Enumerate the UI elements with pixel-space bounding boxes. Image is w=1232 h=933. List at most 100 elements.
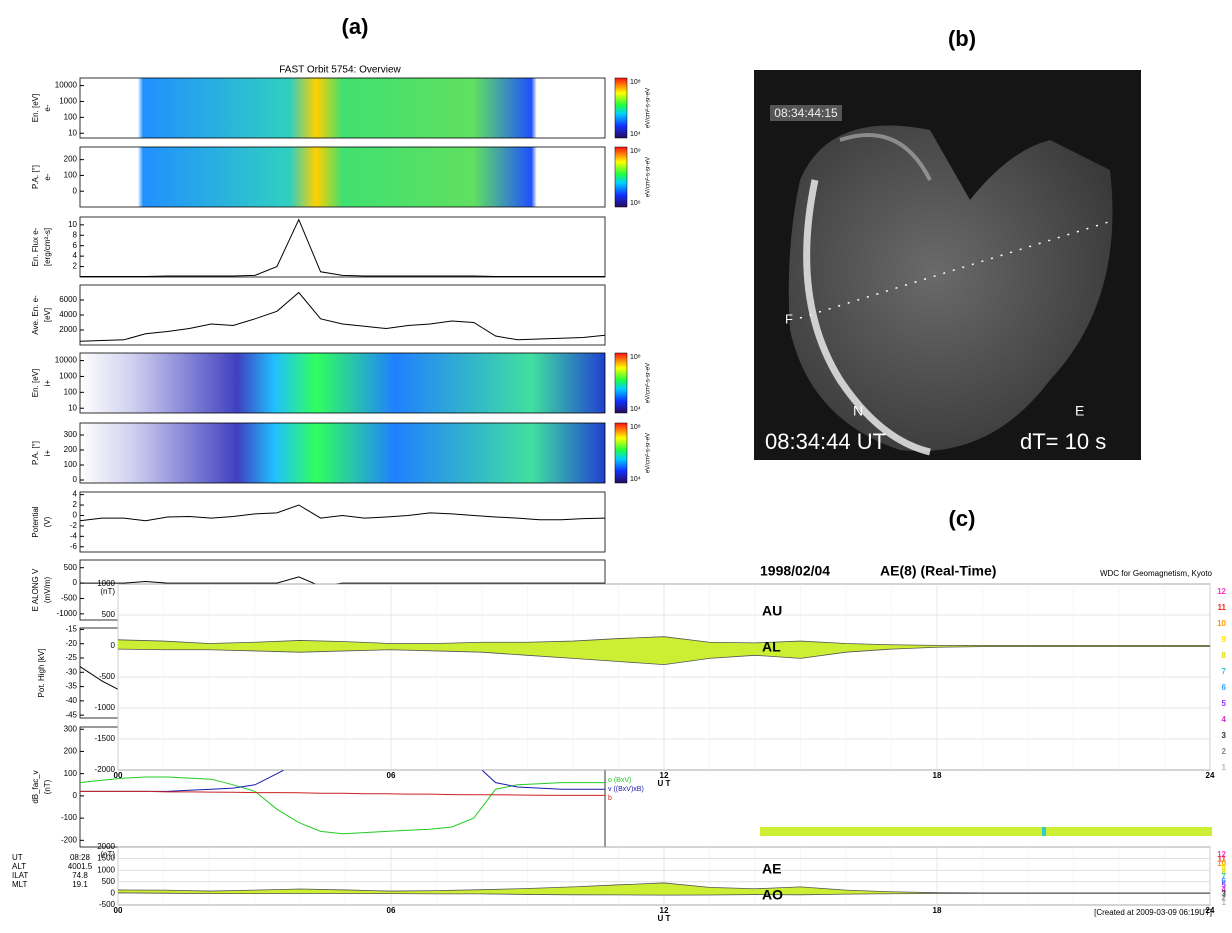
y-tick-label: 1000	[97, 579, 115, 588]
data-line	[117, 636, 1210, 646]
y-tick-label: 500	[102, 610, 116, 619]
hour-legend: 12	[1217, 850, 1226, 859]
area-fill	[118, 882, 1210, 896]
hour-legend: 1	[1222, 898, 1227, 907]
y-tick-label: 200	[64, 445, 78, 454]
y-tick-label: 2	[73, 500, 78, 509]
y-tick-label: -2000	[95, 765, 116, 774]
series-label: AL	[762, 639, 781, 655]
plot-frame	[79, 284, 606, 346]
status-bar	[760, 827, 1212, 836]
data-line	[79, 776, 605, 835]
y-axis-label: En. [eV]	[31, 94, 40, 122]
y-axis-label: (V)	[43, 516, 52, 527]
x-tick-label: 18	[933, 771, 942, 780]
created-note: [Created at 2009-03-09 06:19UT]	[1094, 908, 1212, 917]
series-label: AU	[762, 603, 782, 619]
ephemeris: 74.8	[72, 871, 88, 880]
spectrogram	[80, 423, 605, 483]
data-line	[80, 790, 605, 796]
plot-frame	[79, 77, 606, 139]
ae-date: 1998/02/04	[760, 563, 830, 579]
y-tick-label: -200	[61, 835, 78, 844]
y-tick-label: 200	[64, 747, 78, 756]
y-tick-label: 1500	[97, 854, 115, 863]
y-tick-label: -1000	[57, 609, 78, 618]
unit-label: (nT)	[100, 587, 115, 596]
hour-legend: 8	[1222, 651, 1227, 660]
y-tick-label: 10	[68, 220, 77, 229]
hour-legend: 2	[1222, 747, 1227, 756]
ephemeris: UT	[12, 853, 23, 862]
y-tick-label: -4	[70, 531, 78, 540]
timestamp: 08:34:44:15	[774, 106, 838, 120]
y-tick-label: 8	[73, 230, 78, 239]
y-tick-label: -1000	[95, 703, 116, 712]
colorbar	[614, 146, 628, 208]
y-tick-label: 4	[73, 251, 78, 260]
y-axis-label: [erg/cm²-s]	[43, 228, 52, 266]
y-tick-label: 1000	[59, 97, 77, 106]
hour-legend: 11	[1218, 603, 1227, 612]
data-line	[79, 504, 606, 522]
hour-legend: 11	[1218, 854, 1227, 863]
ae-title: AE(8) (Real-Time)	[880, 563, 996, 579]
hour-legend: 1	[1222, 763, 1227, 772]
y-tick-label: 10000	[55, 356, 78, 365]
colorbar-unit: eV/cm²-s-sr-eV	[646, 363, 652, 403]
y-tick-label: -35	[65, 682, 77, 691]
hour-legend: 12	[1217, 587, 1226, 596]
y-tick-label: 6000	[59, 295, 77, 304]
y-axis-label: Ave. En. e-	[31, 295, 40, 335]
y-tick-label: 1000	[97, 865, 115, 874]
colorbar-unit: eV/cm²-s-sr-eV	[646, 157, 652, 197]
y-tick-label: -500	[61, 594, 78, 603]
y-tick-label: 4	[73, 490, 78, 499]
y-axis-label: (mV/m)	[43, 577, 52, 604]
y-tick-label: 0	[111, 641, 116, 650]
ephemeris: ALT	[12, 862, 26, 871]
hour-legend: 4	[1222, 885, 1227, 894]
y-tick-label: 10	[68, 403, 77, 412]
colorbar-label: 10⁴	[630, 131, 641, 138]
y-tick-label: 100	[64, 112, 78, 121]
y-axis-label: En. Flux e-	[31, 227, 40, 266]
y-tick-label: 2	[73, 262, 78, 271]
colorbar-label: 10⁴	[630, 476, 641, 483]
y-tick-label: -25	[65, 653, 77, 662]
x-tick-label: 18	[933, 906, 942, 915]
x-tick-label: 06	[387, 906, 396, 915]
y-axis-label: Pot. High [kV]	[37, 649, 46, 698]
plot-frame	[79, 491, 606, 553]
spectrogram	[80, 78, 605, 138]
chart-title: FAST Orbit 5754: Overview	[279, 65, 401, 76]
y-tick-label: 2000	[59, 325, 77, 334]
colorbar-unit: eV/cm²-s-sr-eV	[646, 433, 652, 473]
x-tick-label: 06	[387, 771, 396, 780]
data-line	[117, 882, 1210, 894]
y-tick-label: -500	[99, 900, 116, 909]
colorbar-label: 10⁸	[630, 79, 641, 86]
y-tick-label: 100	[64, 171, 78, 180]
time-label: 08:34:44 UT	[765, 429, 886, 454]
legend-entry: b	[608, 795, 612, 802]
aurora-arc	[803, 179, 931, 456]
y-axis-label: i+	[43, 379, 52, 386]
y-tick-label: 500	[102, 877, 116, 886]
x-tick-label: 12	[660, 906, 669, 915]
y-tick-label: 500	[64, 563, 78, 572]
hour-legend: 5	[1222, 881, 1227, 890]
y-tick-label: 2000	[97, 842, 115, 851]
data-line	[80, 218, 605, 277]
y-tick-label: 0	[73, 186, 78, 195]
colorbar-label: 10⁴	[630, 406, 641, 413]
legend-entry: v ((BxV)xB)	[608, 786, 644, 793]
y-tick-label: -30	[65, 667, 77, 676]
y-tick-label: 100	[64, 769, 78, 778]
legend-entry: o (BxV)	[608, 777, 631, 784]
y-tick-label: 10000	[55, 81, 78, 90]
y-axis-label: P.A. [°]	[31, 165, 40, 189]
y-axis-label: E ALONG V	[31, 568, 40, 611]
x-tick-label: 00	[114, 906, 123, 915]
y-tick-label: 0	[73, 511, 78, 520]
